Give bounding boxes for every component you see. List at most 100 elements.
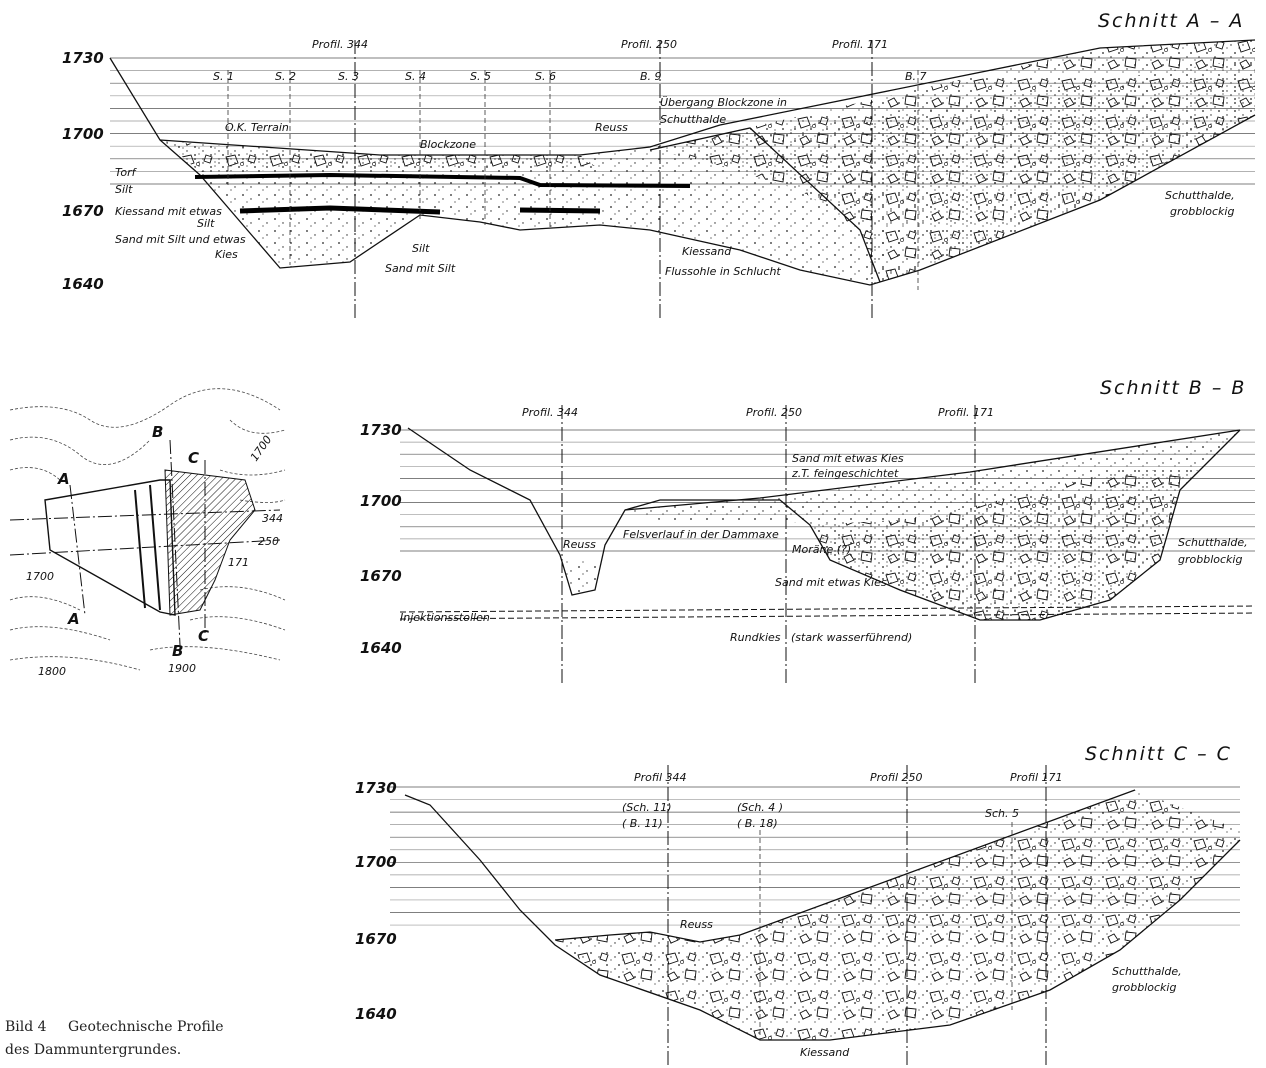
section-title: Schnitt C – C: [1085, 743, 1232, 765]
borehole-label: S. 5: [470, 70, 491, 83]
map-label: 1900: [168, 662, 196, 675]
profile-label: Profil 344: [634, 771, 687, 784]
profile-label: Profil 171: [1010, 771, 1063, 784]
map-label: C: [198, 627, 209, 645]
elevation-label: 1640: [360, 639, 402, 657]
map-label: B: [152, 423, 163, 441]
section-line: [169, 439, 181, 646]
section-line: [69, 484, 86, 616]
elevation-label: 1700: [360, 492, 402, 510]
boundary: [649, 127, 881, 283]
profile-label: Profil. 344: [522, 406, 578, 419]
annotation: Schutthalde,: [1178, 536, 1248, 549]
borehole-label: (Sch. 4 ): [737, 801, 783, 814]
annotation: Injektionsstollen: [400, 611, 490, 624]
annotation: grobblockig: [1112, 981, 1176, 994]
shape: [9, 586, 286, 671]
annotation: Felsverlauf in der Dammaxe: [623, 528, 779, 541]
borehole-label: S. 4: [405, 70, 426, 83]
map-label: 1700: [26, 570, 54, 583]
peat-layer: [194, 172, 691, 188]
annotation: z.T. feingeschichtet: [791, 467, 899, 480]
annotation: Kiessand: [800, 1046, 850, 1059]
dam-outline: [44, 479, 176, 616]
annotation: Kies: [215, 248, 238, 261]
dam-axis: [134, 484, 161, 611]
peat-layer: [239, 205, 601, 215]
site-map: B C A A B C 344 250 171 1700 1700 1800 1…: [9, 388, 286, 678]
map-label: C: [188, 449, 199, 467]
map-label: 171: [228, 556, 249, 569]
annotation: Moräne (?): [792, 543, 851, 556]
annotation: Schutthalde,: [1112, 965, 1182, 978]
fill-blocks: [810, 470, 1200, 620]
caption: Bild 4 Geotechnische Profile des Dammunt…: [5, 1019, 224, 1058]
surface: [624, 429, 1241, 511]
map-label: 1700: [248, 433, 275, 463]
caption-text: des Dammuntergrundes.: [5, 1042, 181, 1058]
annotation: Sand mit etwas Kies: [775, 576, 887, 589]
borehole-label: S. 2: [275, 70, 296, 83]
annotation: Schutthalde,: [1165, 189, 1235, 202]
section-line: [9, 509, 281, 521]
shape: [9, 388, 281, 428]
annotation: Reuss: [680, 918, 713, 931]
elevation-label: 1640: [355, 1005, 397, 1023]
annotation: Kiessand: [682, 245, 732, 258]
annotation: Silt: [197, 217, 215, 230]
elevation-label: 1670: [62, 202, 104, 220]
annotation: Übergang Blockzone in: [660, 96, 787, 109]
caption-text: Geotechnische Profile: [68, 1019, 224, 1035]
elevation-label: 1730: [360, 421, 402, 439]
borehole-label: S. 6: [535, 70, 556, 83]
annotation: Silt: [412, 242, 430, 255]
annotation: grobblockig: [1170, 205, 1234, 218]
section-a: Schnitt A – A 1730 1700 1670 1640 Profil…: [62, 10, 1256, 318]
map-label: B: [172, 642, 183, 660]
gallery: [399, 605, 1256, 620]
map-label: A: [57, 470, 70, 488]
fill-blocks: [555, 790, 1240, 1040]
elevation-label: 1700: [62, 125, 104, 143]
annotation: Kiessand mit etwas: [115, 205, 222, 218]
annotation: Sand mit Silt und etwas: [115, 233, 246, 246]
borehole-label: Sch. 5: [985, 807, 1019, 820]
elevation-label: 1670: [360, 567, 402, 585]
surface: [554, 789, 1136, 943]
annotation: Reuss: [563, 538, 596, 551]
fill-blocks: [165, 142, 600, 172]
profile-label: Profil 250: [870, 771, 923, 784]
fill-dots: [563, 560, 598, 595]
profile-label: Profil. 250: [746, 406, 802, 419]
annotation: Blockzone: [420, 138, 476, 151]
annotation: Rundkies (stark wasserführend): [730, 631, 912, 644]
borehole-label: ( B. 11): [622, 817, 663, 830]
borehole-label: S. 1: [213, 70, 234, 83]
section-title: Schnitt A – A: [1098, 10, 1244, 32]
elevation-label: 1700: [355, 853, 397, 871]
map-label: 250: [258, 535, 279, 548]
annotation: O.K. Terrain: [225, 121, 289, 134]
map-label: 344: [262, 512, 283, 525]
profile-label: Profil. 171: [832, 38, 888, 51]
shape: [219, 419, 286, 503]
shape: [9, 436, 151, 465]
annotation: Sand mit Silt: [385, 262, 456, 275]
map-label: 1800: [38, 665, 66, 678]
section-c: Schnitt C – C 1730 1700 1670 1640 Profil…: [355, 743, 1241, 1068]
profile-label: Profil. 171: [938, 406, 994, 419]
terrain: [404, 794, 1241, 1041]
annotation: Sand mit etwas Kies: [792, 452, 904, 465]
profile-label: Profil. 250: [621, 38, 677, 51]
borehole-label: S. 3: [338, 70, 359, 83]
elevation-label: 1730: [355, 779, 397, 797]
annotation: Schutthalde: [660, 113, 726, 126]
borehole-label: B. 7: [905, 70, 927, 83]
profile-label: Profil. 344: [312, 38, 368, 51]
section-b: Schnitt B – B 1730 1700 1670 1640 Profil…: [360, 377, 1256, 685]
elevation-label: 1730: [62, 49, 104, 67]
annotation: Reuss: [595, 121, 628, 134]
borehole-label: B. 9: [640, 70, 662, 83]
annotation: Flussohle in Schlucht: [665, 265, 781, 278]
